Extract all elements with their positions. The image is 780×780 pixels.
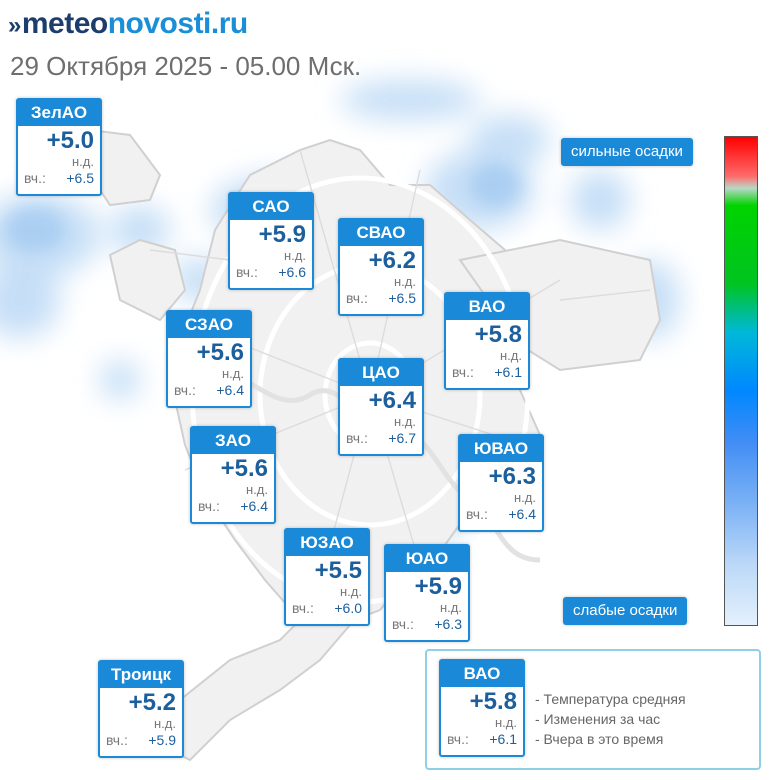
logo-text-meteo: meteo	[21, 7, 108, 40]
district-card-svao: СВАО +6.2 н.д. вч.: +6.5	[338, 218, 424, 316]
yesterday-label: вч.:	[466, 506, 488, 522]
district-card-vao: ВАО +5.8 н.д. вч.: +6.1	[444, 292, 530, 390]
chevron-logo-icon: »	[8, 12, 21, 39]
district-name: Троицк	[100, 662, 182, 688]
yesterday-label: вч.:	[292, 600, 314, 616]
district-card-yuao: ЮАО +5.9 н.д. вч.: +6.3	[384, 544, 470, 642]
district-temperature: +6.3	[488, 463, 536, 490]
district-name: ЗелАО	[18, 100, 100, 126]
district-hourly-change: н.д.	[514, 490, 536, 505]
precipitation-color-scale	[724, 136, 758, 626]
district-name: СВАО	[340, 220, 422, 246]
district-temperature: +5.2	[128, 689, 176, 716]
district-name: ЮВАО	[460, 436, 542, 462]
district-temperature: +5.8	[469, 688, 517, 715]
district-name: ЮЗАО	[286, 530, 368, 556]
district-temperature: +6.4	[368, 387, 416, 414]
district-card-zelao: ЗелАО +5.0 н.д. вч.: +6.5	[16, 98, 102, 196]
district-name: ЮАО	[386, 546, 468, 572]
district-temperature: +5.5	[314, 557, 362, 584]
district-hourly-change: н.д.	[222, 366, 244, 381]
yesterday-value: +6.6	[278, 264, 306, 280]
date-time-subtitle: 29 Октября 2025 - 05.00 Мск.	[10, 51, 362, 81]
district-temperature: +5.6	[220, 455, 268, 482]
district-temperature: +5.6	[196, 339, 244, 366]
district-card-szao: СЗАО +5.6 н.д. вч.: +6.4	[166, 310, 252, 408]
legend-line-yesterday: - Вчера в это время	[535, 731, 664, 747]
yesterday-label: вч.:	[346, 290, 368, 306]
district-name: САО	[230, 194, 312, 220]
district-hourly-change: н.д.	[340, 584, 362, 599]
logo-text-novosti: novosti.ru	[107, 7, 249, 40]
yesterday-value: +6.5	[66, 170, 94, 186]
district-card-sao: САО +5.9 н.д. вч.: +6.6	[228, 192, 314, 290]
yesterday-value: +6.4	[508, 506, 536, 522]
district-temperature: +5.9	[258, 221, 306, 248]
yesterday-label: вч.:	[346, 430, 368, 446]
district-temperature: +6.2	[368, 247, 416, 274]
district-card-troitsk: Троицк +5.2 н.д. вч.: +5.9	[98, 660, 184, 758]
yesterday-label: вч.:	[198, 498, 220, 514]
district-name: ЦАО	[340, 360, 422, 386]
yesterday-value: +6.4	[240, 498, 268, 514]
district-temperature: +5.9	[414, 573, 462, 600]
yesterday-value: +6.5	[388, 290, 416, 306]
district-temperature: +5.8	[474, 321, 522, 348]
district-hourly-change: н.д.	[154, 716, 176, 731]
district-hourly-change: н.д.	[394, 414, 416, 429]
legend-line-change: - Изменения за час	[535, 711, 661, 727]
district-card-zao: ЗАО +5.6 н.д. вч.: +6.4	[190, 426, 276, 524]
district-hourly-change: н.д.	[495, 715, 517, 730]
scale-label-heavy: сильные осадки	[561, 138, 693, 166]
district-hourly-change: н.д.	[440, 600, 462, 615]
district-name: ЗАО	[192, 428, 274, 454]
district-card-yuzao: ЮЗАО +5.5 н.д. вч.: +6.0	[284, 528, 370, 626]
legend-descriptions: - Температура средняя - Изменения за час…	[535, 689, 686, 749]
scale-label-light: слабые осадки	[563, 597, 688, 625]
district-hourly-change: н.д.	[500, 348, 522, 363]
yesterday-value: +6.4	[216, 382, 244, 398]
district-name: ВАО	[446, 294, 528, 320]
district-temperature: +5.0	[46, 127, 94, 154]
district-hourly-change: н.д.	[284, 248, 306, 263]
yesterday-value: +5.9	[148, 732, 176, 748]
yesterday-label: вч.:	[24, 170, 46, 186]
yesterday-value: +6.3	[434, 616, 462, 632]
yesterday-value: +6.7	[388, 430, 416, 446]
district-hourly-change: н.д.	[246, 482, 268, 497]
district-hourly-change: н.д.	[72, 154, 94, 169]
district-name: ВАО	[441, 661, 523, 687]
yesterday-label: вч.:	[106, 732, 128, 748]
district-card-yuvao: ЮВАО +6.3 н.д. вч.: +6.4	[458, 434, 544, 532]
yesterday-label: вч.:	[447, 731, 469, 747]
yesterday-label: вч.:	[452, 364, 474, 380]
yesterday-value: +6.0	[334, 600, 362, 616]
yesterday-label: вч.:	[174, 382, 196, 398]
yesterday-label: вч.:	[392, 616, 414, 632]
district-hourly-change: н.д.	[394, 274, 416, 289]
yesterday-label: вч.:	[236, 264, 258, 280]
legend-line-temperature: - Температура средняя	[535, 691, 686, 707]
district-card-cao: ЦАО +6.4 н.д. вч.: +6.7	[338, 358, 424, 456]
yesterday-value: +6.1	[494, 364, 522, 380]
yesterday-value: +6.1	[489, 731, 517, 747]
site-logo: »meteonovosti.ru	[8, 6, 248, 44]
district-name: СЗАО	[168, 312, 250, 338]
legend-example-card: ВАО +5.8 н.д. вч.: +6.1	[439, 659, 525, 757]
